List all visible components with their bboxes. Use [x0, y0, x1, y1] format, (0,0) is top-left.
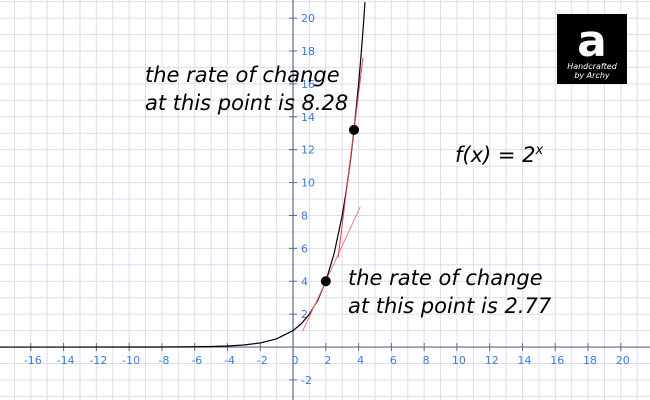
- x-tick-label: 2: [324, 354, 331, 367]
- formula-exponent: x: [535, 143, 544, 158]
- point: [349, 124, 360, 135]
- y-tick-label: 20: [301, 12, 315, 25]
- x-tick-label: 6: [390, 354, 397, 367]
- point: [320, 276, 331, 287]
- y-tick-label: 10: [301, 177, 315, 190]
- logo-box: [557, 14, 627, 84]
- x-tick-label: 18: [583, 354, 597, 367]
- y-tick-label: 2: [301, 308, 308, 321]
- y-tick-label: -2: [301, 374, 312, 387]
- logo-text: Handcrafted: [567, 62, 618, 71]
- x-tick-label: 4: [357, 354, 364, 367]
- y-tick-label: 18: [301, 45, 315, 58]
- logo-letter: a: [577, 16, 607, 67]
- series-line: [337, 57, 364, 258]
- y-tick-label: 12: [301, 144, 315, 157]
- x-tick-label: 20: [616, 354, 630, 367]
- y-tick-label: 4: [301, 275, 308, 288]
- annotation: at this point is 8.28: [145, 91, 348, 115]
- annotation: the rate of change: [145, 63, 340, 87]
- series-line: [0, 2, 366, 348]
- x-tick-label: 12: [485, 354, 499, 367]
- x-tick-label: 0: [292, 354, 299, 367]
- y-tick-label: 16: [301, 78, 315, 91]
- x-tick-label: -2: [257, 354, 268, 367]
- plot: [0, 2, 366, 348]
- x-tick-label: -8: [158, 354, 169, 367]
- x-tick-label: 14: [517, 354, 531, 367]
- x-tick-label: -10: [122, 354, 140, 367]
- x-tick-label: 10: [452, 354, 466, 367]
- x-tick-label: -6: [191, 354, 202, 367]
- formula: f(x) = 2x: [455, 143, 544, 167]
- x-tick-label: 8: [423, 354, 430, 367]
- x-tick-label: 16: [550, 354, 564, 367]
- x-tick-label: -16: [24, 354, 42, 367]
- series-line: [302, 206, 361, 331]
- formula-base: f(x) = 2: [455, 143, 536, 167]
- logo-text: by Archy: [574, 71, 610, 80]
- annotation: the rate of change: [348, 266, 543, 290]
- y-tick-label: 8: [301, 209, 308, 222]
- annotation: at this point is 2.77: [348, 294, 552, 318]
- y-tick-label: 14: [301, 111, 315, 124]
- x-tick-label: -12: [89, 354, 107, 367]
- x-tick-label: -4: [224, 354, 235, 367]
- y-tick-label: 6: [301, 242, 308, 255]
- x-tick-label: -14: [57, 354, 75, 367]
